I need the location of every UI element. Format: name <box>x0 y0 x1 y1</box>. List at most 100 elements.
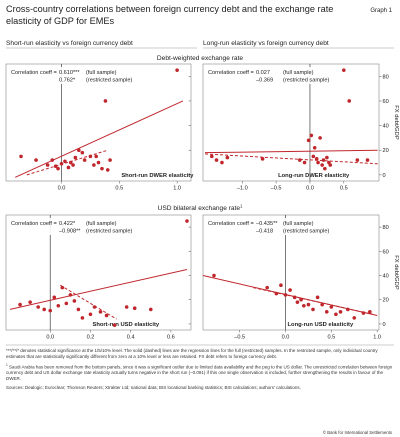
data-point <box>288 288 292 292</box>
data-point <box>105 168 110 172</box>
data-point <box>320 302 324 307</box>
corr-label: Correlation coeff = <box>208 221 254 227</box>
y-tick-label: 40 <box>383 274 389 280</box>
corr-restricted-note: (restricted sample) <box>283 229 329 235</box>
footnote: 1 Saudi Arabia has been removed from the… <box>6 363 396 382</box>
data-point <box>94 154 98 159</box>
data-point <box>92 305 97 309</box>
data-point <box>73 155 78 160</box>
corr-full-note: (full sample) <box>86 70 117 76</box>
x-tick-label: 0.5 <box>115 186 123 192</box>
data-point <box>185 219 189 223</box>
data-point <box>52 295 57 300</box>
data-point <box>260 157 265 161</box>
data-point <box>18 302 22 307</box>
data-point <box>56 303 61 308</box>
data-point <box>19 154 23 159</box>
data-point <box>315 295 320 300</box>
x-tick-label: 0.5 <box>340 186 348 192</box>
data-point <box>96 160 101 165</box>
data-point <box>306 302 311 307</box>
corr-full-note: (full sample) <box>86 221 117 227</box>
corr-full-value: –0.435** <box>256 221 278 227</box>
data-point <box>323 166 327 171</box>
data-point <box>72 299 77 303</box>
copyright: © Bank for International Settlements <box>322 430 392 435</box>
x-tick-label: 0.5 <box>327 335 335 341</box>
panel-header-left: Short-run elasticity vs foreign currency… <box>6 40 133 47</box>
significance-note: ***/**/* denotes statistical significanc… <box>6 348 378 359</box>
section-title-top: Debt-weighted exchange rate <box>157 55 243 62</box>
sources-note: Sources: Dealogic; Euroclear; Thomson Re… <box>6 385 301 391</box>
corr-restricted-note: (restricted sample) <box>86 229 132 235</box>
corr-full-value: 0.422* <box>59 221 76 227</box>
corr-full-value: 0.610*** <box>59 70 80 76</box>
data-point <box>80 316 85 320</box>
x-tick-label: 0.2 <box>87 335 95 341</box>
regression-line-full <box>205 149 378 154</box>
section-title-bottom-text: USD bilateral exchange rate <box>158 205 241 212</box>
y-tick-label: 0 <box>383 322 386 328</box>
footnote-text: Saudi Arabia has been removed from the b… <box>6 364 393 382</box>
data-point <box>368 310 372 314</box>
data-point <box>124 305 129 309</box>
data-point <box>325 155 329 160</box>
corr-label: Correlation coeff = <box>11 221 57 227</box>
data-point <box>328 163 333 167</box>
data-point <box>48 308 53 313</box>
x-tick-label: 0.0 <box>46 335 54 341</box>
data-point <box>318 136 322 140</box>
data-point <box>346 307 350 312</box>
data-point <box>108 158 112 162</box>
regression-line-restricted <box>60 284 117 320</box>
x-tick-label: 0.6 <box>167 335 175 341</box>
data-point <box>34 158 38 162</box>
data-point <box>225 155 230 160</box>
data-point <box>210 154 214 159</box>
data-point <box>265 285 269 290</box>
regression-line-full <box>15 100 184 178</box>
corr-label: Correlation coeff = <box>208 70 254 76</box>
data-point <box>347 99 352 103</box>
data-point <box>212 273 216 278</box>
plot-frame <box>202 214 380 331</box>
x-axis-label: Long-run DWER elasticity <box>278 173 350 179</box>
data-point <box>53 164 58 169</box>
data-point <box>312 145 317 150</box>
data-point <box>302 303 306 308</box>
data-point <box>298 158 302 162</box>
data-point <box>274 291 279 296</box>
plot-frame <box>5 214 192 331</box>
corr-annotation-bg <box>206 67 319 84</box>
notes-block: ***/**/* denotes statistical significanc… <box>6 348 396 394</box>
graph-label: Graph 1 <box>370 8 392 14</box>
data-point <box>36 305 40 309</box>
x-tick-label: 1.0 <box>173 186 181 192</box>
data-point <box>56 166 60 171</box>
y-axis-title: FX debt/GDP <box>393 255 399 290</box>
corr-restricted-value: 0.762* <box>59 78 76 84</box>
x-tick-label: 0.4 <box>127 335 135 341</box>
data-point <box>311 307 315 312</box>
data-point <box>321 158 326 162</box>
corr-restricted-value: –0.908** <box>59 229 81 235</box>
data-point <box>71 163 75 167</box>
y-tick-label: 20 <box>383 148 389 154</box>
data-point <box>59 161 64 166</box>
section-title-bottom: USD bilateral exchange rate1 <box>158 204 243 213</box>
data-point <box>82 158 87 162</box>
data-point <box>92 163 96 167</box>
data-point <box>104 313 109 318</box>
data-point <box>76 307 81 312</box>
panel-header-right: Long-run elasticity vs foreign currency … <box>203 40 329 47</box>
data-point <box>63 159 67 164</box>
data-point <box>338 310 343 314</box>
chart-short-run-usd: 0.0 0.2 0.4 0.6 Short-run USD elasticity Corr… <box>5 214 192 341</box>
corr-full-note: (full sample) <box>283 70 314 76</box>
y-tick-label: 60 <box>383 99 389 105</box>
data-point <box>66 165 71 170</box>
corr-restricted-note: (restricted sample) <box>86 78 132 84</box>
corr-restricted-value: –0.418 <box>256 229 273 235</box>
corr-full-value: 0.027 <box>256 70 270 76</box>
